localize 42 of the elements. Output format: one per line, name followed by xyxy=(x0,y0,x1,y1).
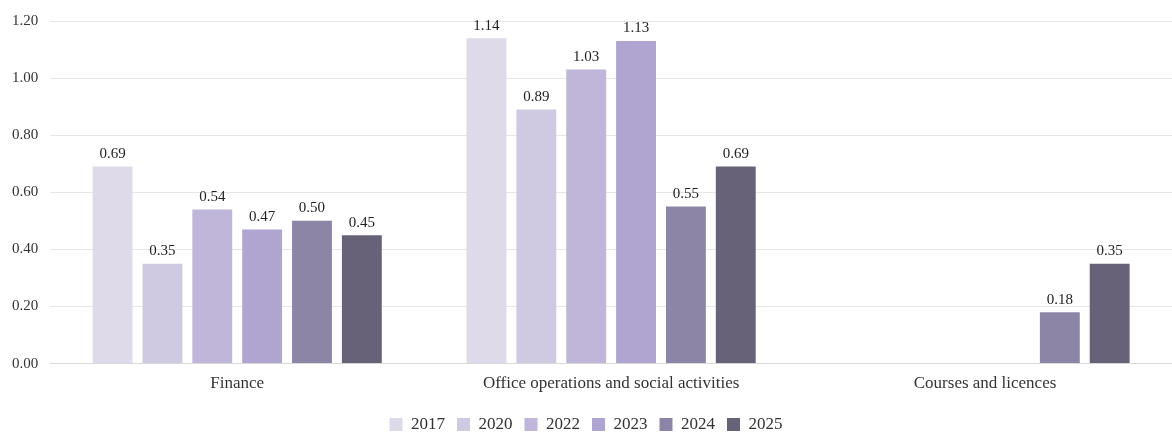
data-label: 0.54 xyxy=(199,187,226,204)
legend-label: 2023 xyxy=(613,413,648,433)
bar xyxy=(616,40,656,364)
x-tick-label: Office operations and social activities xyxy=(482,373,740,393)
data-label: 1.13 xyxy=(622,19,650,36)
bar xyxy=(516,109,557,364)
data-label: 0.69 xyxy=(722,145,749,162)
data-label: 1.14 xyxy=(473,16,501,33)
y-tick-label: 1.00 xyxy=(12,69,39,86)
data-label: 1.03 xyxy=(573,47,600,64)
data-label: 0.55 xyxy=(672,185,700,202)
bar xyxy=(665,206,706,364)
y-tick-label: 0.20 xyxy=(12,297,39,314)
y-tick-label: 0.60 xyxy=(12,183,39,200)
legend-label: 2022 xyxy=(546,413,580,433)
bar xyxy=(242,229,283,364)
legend-label: 2020 xyxy=(478,413,513,433)
bar xyxy=(142,263,183,364)
data-label: 0.69 xyxy=(99,145,126,162)
bar xyxy=(341,235,382,364)
data-label: 0.18 xyxy=(1046,290,1073,307)
y-tick-label: 1.20 xyxy=(12,11,39,28)
x-tick-label: Finance xyxy=(210,373,265,393)
data-label: 0.35 xyxy=(1096,242,1123,259)
legend-label: 2024 xyxy=(681,413,716,433)
y-tick-label: 0.80 xyxy=(12,126,39,143)
bar xyxy=(715,166,756,364)
bar xyxy=(292,220,332,364)
legend-label: 2017 xyxy=(411,413,446,433)
y-tick-label: 0.00 xyxy=(12,354,39,371)
data-label: 0.35 xyxy=(149,242,176,259)
y-tick-label: 0.40 xyxy=(12,240,39,257)
bar xyxy=(566,69,607,364)
bar xyxy=(1039,312,1080,364)
bar xyxy=(192,209,233,364)
bar xyxy=(1089,263,1130,364)
data-label: 0.45 xyxy=(348,213,375,230)
data-label: 0.50 xyxy=(298,199,326,216)
x-tick-label: Courses and licences xyxy=(913,373,1057,393)
data-label: 0.47 xyxy=(249,207,276,224)
legend-label: 2025 xyxy=(748,413,783,433)
data-label: 0.89 xyxy=(523,87,550,104)
